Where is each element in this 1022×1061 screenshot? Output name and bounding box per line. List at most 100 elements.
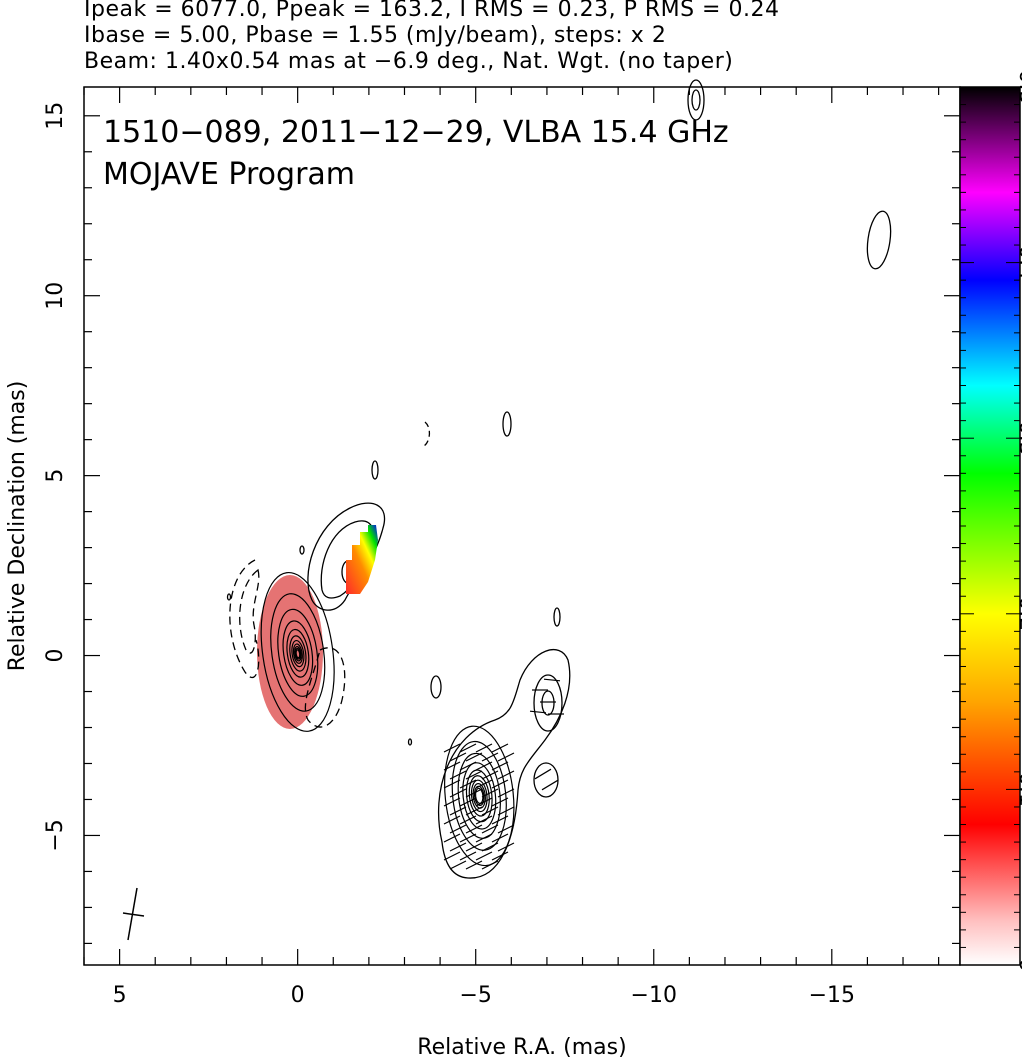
polarization-vector xyxy=(481,842,499,852)
polarization-vector xyxy=(459,743,477,753)
colorbar-tick-label: 0.4 xyxy=(1014,245,1022,280)
polarization-vector xyxy=(449,788,467,798)
polarization-vector xyxy=(465,842,483,852)
polarization-vector xyxy=(443,797,461,807)
polarization-vector xyxy=(465,770,483,780)
polarization-vector xyxy=(497,752,515,762)
polarization-vector xyxy=(497,842,515,852)
polarization-vector xyxy=(491,797,509,807)
colorbar-tick-label: 0.3 xyxy=(1014,421,1022,456)
axis-ticks xyxy=(83,87,960,965)
blob-small-3 xyxy=(430,675,442,699)
polarization-vector xyxy=(543,678,561,682)
jet-contours xyxy=(226,79,892,879)
polarization-vector xyxy=(534,768,552,780)
polarization-vector xyxy=(465,788,483,798)
polarization-vector xyxy=(465,752,483,762)
southern-contour xyxy=(468,775,490,817)
core-contour xyxy=(286,628,310,678)
negative-contour-right xyxy=(304,647,346,728)
beam-symbol xyxy=(122,887,145,941)
polarization-vector xyxy=(491,833,509,843)
y-tick-label: 0 xyxy=(43,649,68,663)
x-tick-label: −5 xyxy=(459,983,491,1008)
polarization-vector xyxy=(481,824,499,834)
southern-contour xyxy=(444,725,515,867)
negative-contour-north xyxy=(423,421,431,447)
polarization-vector xyxy=(475,815,493,825)
polarization-vector xyxy=(475,851,493,861)
polarization-vector xyxy=(497,824,515,834)
polarization-vector xyxy=(497,806,515,816)
polarization-vector xyxy=(465,860,483,870)
x-tick-label: 5 xyxy=(113,983,127,1008)
polarization-vector xyxy=(475,779,493,789)
polarization-vector xyxy=(449,770,467,780)
x-tick-label: −10 xyxy=(631,983,677,1008)
southern-contour xyxy=(462,762,497,830)
negative-contour-left xyxy=(239,568,260,654)
header-line-1: Ipeak = 6077.0, Ppeak = 163.2, I RMS = 0… xyxy=(84,0,780,22)
core-contour xyxy=(291,639,305,668)
core-contours xyxy=(260,571,335,732)
blob-dot-2 xyxy=(407,738,413,746)
y-tick-label: −5 xyxy=(43,819,68,851)
polarization-vector xyxy=(443,743,461,753)
core-contour xyxy=(294,647,301,660)
polarization-vector xyxy=(465,806,483,816)
core-contour xyxy=(260,571,335,732)
polarization-vectors xyxy=(443,678,564,870)
polarization-patch xyxy=(346,525,378,594)
polarization-vector xyxy=(459,833,477,843)
axis-tick-labels: 5 0 −5 −10 −15 15 10 5 0 −5 xyxy=(43,102,855,1008)
colorbar-ticks xyxy=(960,86,1020,966)
polarization-vector xyxy=(459,797,477,807)
polarization-vector xyxy=(459,761,477,771)
polarization-fill xyxy=(346,525,378,594)
polarization-vector xyxy=(481,770,499,780)
polarization-vector xyxy=(481,752,499,762)
polarization-vector xyxy=(449,860,467,870)
blob-small-2 xyxy=(553,607,561,627)
core-contour xyxy=(289,635,307,672)
polarization-vector xyxy=(449,824,467,834)
polarization-vector xyxy=(475,761,493,771)
polarization-vector xyxy=(459,779,477,789)
blob-top xyxy=(687,79,705,121)
southern-component-contours xyxy=(444,725,515,867)
blob-small-1 xyxy=(371,460,379,480)
polarization-vector xyxy=(443,815,461,825)
beam-minor-axis xyxy=(122,912,145,917)
y-tick-label: 10 xyxy=(43,282,68,310)
blob-dot-3 xyxy=(299,545,305,555)
southeast-blob xyxy=(533,762,559,798)
polarization-vector xyxy=(491,761,509,771)
y-axis-title: Relative Declination (mas) xyxy=(5,381,30,672)
polarization-vector xyxy=(491,743,509,753)
colorbar-tick-label: 0.5 xyxy=(1014,70,1022,105)
polarization-vector xyxy=(449,752,467,762)
plot-frame xyxy=(83,86,961,966)
x-tick-label: 0 xyxy=(291,983,305,1008)
polarization-vector xyxy=(459,815,477,825)
core-contour xyxy=(282,620,314,686)
polarization-vector xyxy=(449,842,467,852)
colorbar-tick-label: 0 xyxy=(1014,958,1022,972)
polarization-vector xyxy=(491,779,509,789)
blob-top-inner xyxy=(691,89,701,111)
y-tick-label: 15 xyxy=(43,102,68,130)
colorbar-tick-label: 0.2 xyxy=(1014,596,1022,631)
polarization-vector xyxy=(497,770,515,780)
negative-contour-left-outer xyxy=(229,559,260,679)
chart-subtitle: MOJAVE Program xyxy=(103,157,355,192)
header-line-3: Beam: 1.40x0.54 mas at −6.9 deg., Nat. W… xyxy=(84,49,734,74)
polarization-vector xyxy=(481,788,499,798)
polarization-vector xyxy=(491,851,509,861)
core-contour xyxy=(295,649,301,659)
core-contour xyxy=(292,643,303,664)
polarization-vector xyxy=(475,797,493,807)
x-axis-title: Relative R.A. (mas) xyxy=(417,1035,626,1060)
y-tick-label: 5 xyxy=(43,469,68,483)
chart-title: 1510−089, 2011−12−29, VLBA 15.4 GHz xyxy=(103,115,729,150)
